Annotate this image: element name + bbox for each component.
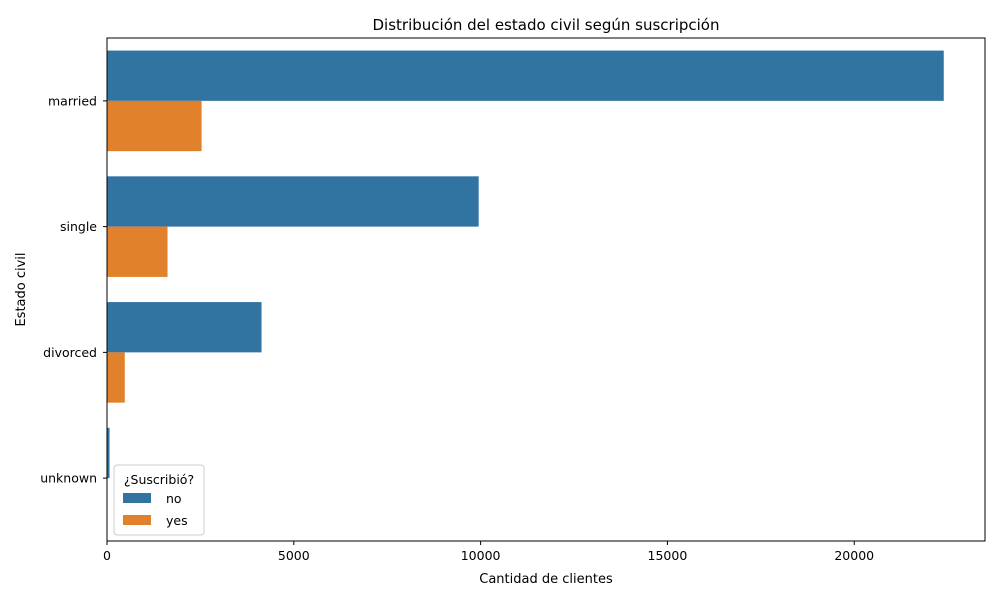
x-tick-label: 5000 <box>278 548 310 563</box>
bar-single-no <box>107 176 479 227</box>
x-axis-label: Cantidad de clientes <box>479 572 613 587</box>
y-tick-label: single <box>60 219 97 234</box>
legend-title: ¿Suscribió? <box>124 472 194 487</box>
plot-frame <box>106 37 986 542</box>
chart-title: Distribución del estado civil según susc… <box>373 16 720 34</box>
bars-group <box>107 50 944 529</box>
x-axis-ticks: 0 5000 10000 15000 20000 <box>103 541 874 563</box>
bar-divorced-yes <box>107 352 125 403</box>
legend: ¿Suscribió? no yes <box>113 464 205 536</box>
legend-label-no: no <box>166 491 182 506</box>
bar-divorced-no <box>107 302 262 353</box>
bar-married-no <box>107 50 944 101</box>
y-axis-label: Estado civil <box>14 252 29 326</box>
legend-label-yes: yes <box>166 513 188 528</box>
x-tick-label: 0 <box>103 548 111 563</box>
y-axis-ticks: married single divorced unknown <box>40 93 107 486</box>
x-tick-label: 15000 <box>648 548 688 563</box>
legend-swatch-yes <box>123 515 151 525</box>
bar-single-yes <box>107 226 168 277</box>
x-tick-label: 20000 <box>834 548 874 563</box>
y-tick-label: unknown <box>40 471 97 486</box>
x-tick-label: 10000 <box>461 548 501 563</box>
bar-married-yes <box>107 100 202 152</box>
legend-swatch-no <box>123 493 151 503</box>
bar-unknown-no <box>107 427 110 479</box>
y-tick-label: married <box>48 93 97 108</box>
y-tick-label: divorced <box>43 345 97 360</box>
